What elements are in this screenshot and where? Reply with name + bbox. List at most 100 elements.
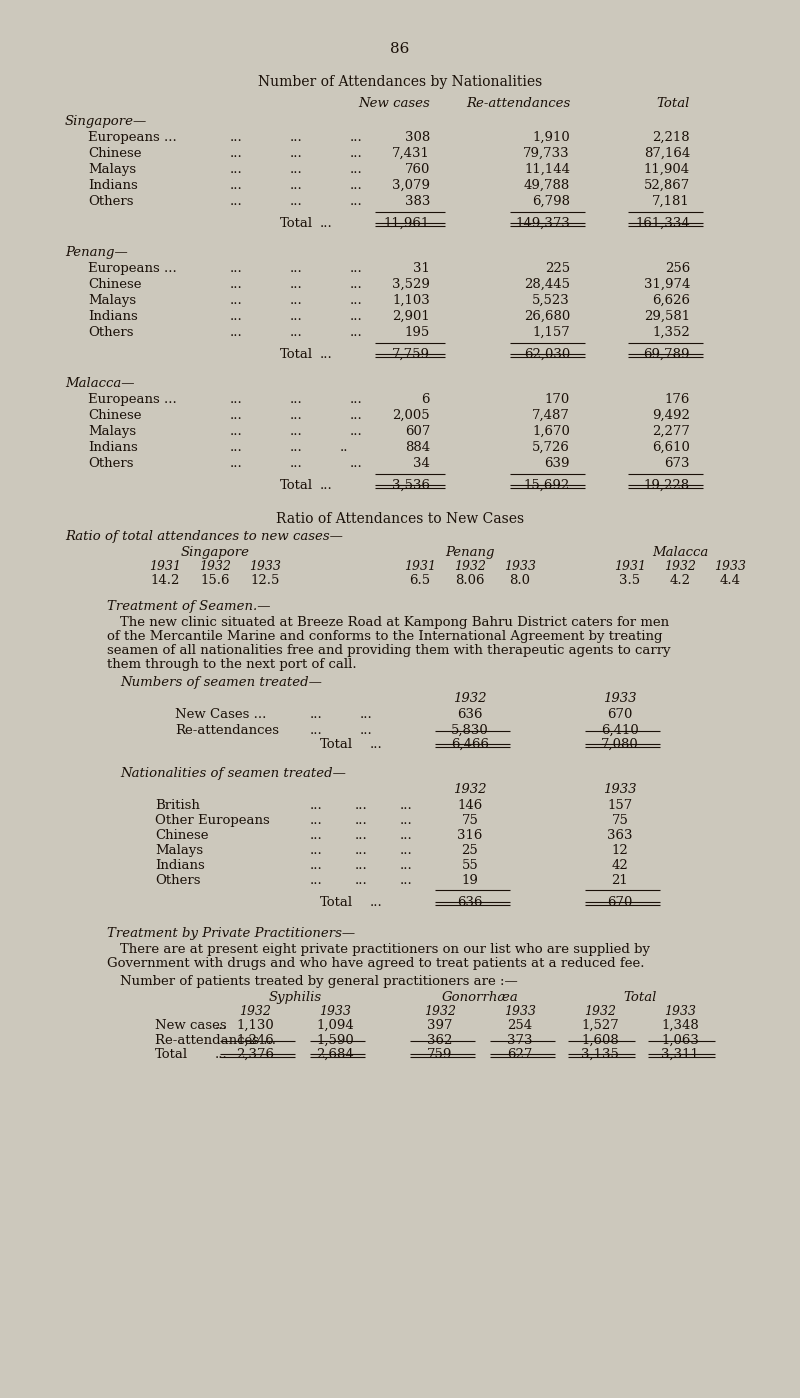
Text: 3,529: 3,529 <box>392 278 430 291</box>
Text: 1933: 1933 <box>714 561 746 573</box>
Text: Europeans ...: Europeans ... <box>88 261 177 275</box>
Text: Malays: Malays <box>155 844 203 857</box>
Text: 607: 607 <box>405 425 430 438</box>
Text: 363: 363 <box>607 829 633 842</box>
Text: ...: ... <box>230 194 242 208</box>
Text: 884: 884 <box>405 440 430 454</box>
Text: Re-attendances ...: Re-attendances ... <box>155 1035 276 1047</box>
Text: 1932: 1932 <box>454 561 486 573</box>
Text: New cases: New cases <box>155 1019 226 1032</box>
Text: Treatment of Seamen.—: Treatment of Seamen.— <box>107 600 270 612</box>
Text: 2,218: 2,218 <box>652 131 690 144</box>
Text: 1,130: 1,130 <box>236 1019 274 1032</box>
Text: ...: ... <box>310 844 322 857</box>
Text: 1933: 1933 <box>603 692 637 705</box>
Text: ...: ... <box>320 480 333 492</box>
Text: 316: 316 <box>458 829 482 842</box>
Text: 1931: 1931 <box>149 561 181 573</box>
Text: Ratio of total attendances to new cases—: Ratio of total attendances to new cases— <box>65 530 343 542</box>
Text: Total: Total <box>155 1048 188 1061</box>
Text: 5,523: 5,523 <box>532 294 570 308</box>
Text: 69,789: 69,789 <box>643 348 690 361</box>
Text: Europeans ...: Europeans ... <box>88 393 177 405</box>
Text: 3,135: 3,135 <box>581 1048 619 1061</box>
Text: 1933: 1933 <box>603 783 637 795</box>
Text: 6,610: 6,610 <box>652 440 690 454</box>
Text: 254: 254 <box>507 1019 533 1032</box>
Text: Singapore—: Singapore— <box>65 115 147 129</box>
Text: 1,157: 1,157 <box>532 326 570 338</box>
Text: 1,527: 1,527 <box>581 1019 619 1032</box>
Text: 1,094: 1,094 <box>316 1019 354 1032</box>
Text: ...: ... <box>290 164 302 176</box>
Text: ...: ... <box>230 310 242 323</box>
Text: ...: ... <box>350 278 362 291</box>
Text: ...: ... <box>350 310 362 323</box>
Text: 670: 670 <box>607 707 633 721</box>
Text: Number of Attendances by Nationalities: Number of Attendances by Nationalities <box>258 75 542 89</box>
Text: 636: 636 <box>458 896 482 909</box>
Text: 1933: 1933 <box>664 1005 696 1018</box>
Text: Malays: Malays <box>88 164 136 176</box>
Text: ..: .. <box>340 440 349 454</box>
Text: 49,788: 49,788 <box>524 179 570 192</box>
Text: ...: ... <box>355 844 368 857</box>
Text: 11,961: 11,961 <box>384 217 430 231</box>
Text: 31: 31 <box>413 261 430 275</box>
Text: ...: ... <box>360 707 373 721</box>
Text: 4.2: 4.2 <box>670 575 690 587</box>
Text: ...: ... <box>290 294 302 308</box>
Text: 6,410: 6,410 <box>601 724 639 737</box>
Text: ...: ... <box>400 829 413 842</box>
Text: 1,608: 1,608 <box>581 1035 619 1047</box>
Text: 1933: 1933 <box>504 1005 536 1018</box>
Text: ...: ... <box>215 1019 228 1032</box>
Text: 55: 55 <box>462 858 478 872</box>
Text: ...: ... <box>310 724 322 737</box>
Text: Re-attendances: Re-attendances <box>175 724 279 737</box>
Text: 1,103: 1,103 <box>392 294 430 308</box>
Text: 52,867: 52,867 <box>644 179 690 192</box>
Text: ...: ... <box>290 457 302 470</box>
Text: 308: 308 <box>405 131 430 144</box>
Text: 3,079: 3,079 <box>392 179 430 192</box>
Text: ...: ... <box>230 179 242 192</box>
Text: ...: ... <box>310 814 322 828</box>
Text: Chinese: Chinese <box>88 410 142 422</box>
Text: Total: Total <box>320 896 353 909</box>
Text: There are at present eight private practitioners on our list who are supplied by: There are at present eight private pract… <box>120 944 650 956</box>
Text: Indians: Indians <box>88 179 138 192</box>
Text: ...: ... <box>230 147 242 159</box>
Text: 373: 373 <box>507 1035 533 1047</box>
Text: Chinese: Chinese <box>155 829 209 842</box>
Text: ...: ... <box>350 261 362 275</box>
Text: ...: ... <box>230 410 242 422</box>
Text: 19,228: 19,228 <box>644 480 690 492</box>
Text: 1,352: 1,352 <box>652 326 690 338</box>
Text: Re-attendances: Re-attendances <box>466 96 570 110</box>
Text: ...: ... <box>350 393 362 405</box>
Text: The new clinic situated at Breeze Road at Kampong Bahru District caters for men: The new clinic situated at Breeze Road a… <box>120 617 669 629</box>
Text: 7,181: 7,181 <box>652 194 690 208</box>
Text: ...: ... <box>310 874 322 886</box>
Text: 4.4: 4.4 <box>719 575 741 587</box>
Text: ...: ... <box>230 164 242 176</box>
Text: 29,581: 29,581 <box>644 310 690 323</box>
Text: 627: 627 <box>507 1048 533 1061</box>
Text: 759: 759 <box>427 1048 453 1061</box>
Text: British: British <box>155 800 200 812</box>
Text: New Cases ...: New Cases ... <box>175 707 266 721</box>
Text: Malacca—: Malacca— <box>65 377 134 390</box>
Text: 1932: 1932 <box>424 1005 456 1018</box>
Text: ...: ... <box>230 440 242 454</box>
Text: ...: ... <box>350 164 362 176</box>
Text: 639: 639 <box>545 457 570 470</box>
Text: 1932: 1932 <box>584 1005 616 1018</box>
Text: ...: ... <box>320 217 333 231</box>
Text: ...: ... <box>350 326 362 338</box>
Text: Malacca: Malacca <box>652 547 708 559</box>
Text: 62,030: 62,030 <box>524 348 570 361</box>
Text: 25: 25 <box>462 844 478 857</box>
Text: 7,080: 7,080 <box>601 738 639 751</box>
Text: ...: ... <box>355 829 368 842</box>
